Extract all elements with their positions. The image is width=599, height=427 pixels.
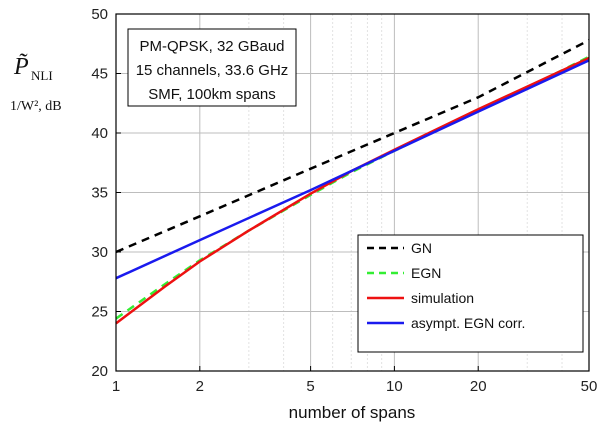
annotation-line-3: SMF, 100km spans	[148, 86, 276, 103]
y-tick-label: 30	[91, 244, 108, 261]
y-tick-label: 25	[91, 304, 108, 321]
legend-label-gn: GN	[411, 240, 432, 256]
legend: GN EGN simulation asympt. EGN corr.	[357, 234, 584, 353]
legend-label-asympt: asympt. EGN corr.	[411, 315, 525, 331]
x-tick-label: 20	[470, 378, 487, 395]
y-tick-label: 45	[91, 66, 108, 83]
x-tick-label: 10	[386, 378, 403, 395]
annotation-line-2: 15 channels, 33.6 GHz	[136, 62, 289, 79]
series-line-asympt-egn-corr	[115, 59, 590, 280]
x-tick-label: 1	[112, 378, 120, 395]
legend-frame	[357, 234, 584, 353]
legend-label-simulation: simulation	[411, 290, 474, 306]
annotation-frame	[127, 28, 297, 107]
y-axis-label: P̃ NLI 1/W², dB	[10, 53, 62, 114]
x-tick-label: 50	[581, 378, 598, 395]
y-tick-label: 50	[91, 6, 108, 23]
legend-label-egn: EGN	[411, 265, 441, 281]
x-axis-label: number of spans	[289, 403, 416, 422]
series-line-gn	[115, 39, 590, 254]
series-line-simulation	[115, 56, 590, 325]
y-tick-label: 35	[91, 185, 108, 202]
y-tick-label: 20	[91, 363, 108, 380]
y-axis-label-symbol: P̃	[13, 53, 29, 80]
annotation-line-1: PM-QPSK, 32 GBaud	[139, 38, 284, 55]
series-lines	[115, 39, 590, 325]
y-tick-label: 40	[91, 125, 108, 142]
x-tick-label: 2	[196, 378, 204, 395]
y-axis-label-unit: 1/W², dB	[10, 99, 62, 114]
annotation-box: PM-QPSK, 32 GBaud 15 channels, 33.6 GHz …	[127, 28, 297, 107]
y-axis-label-subscript: NLI	[31, 68, 53, 83]
x-tick-label: 5	[306, 378, 314, 395]
